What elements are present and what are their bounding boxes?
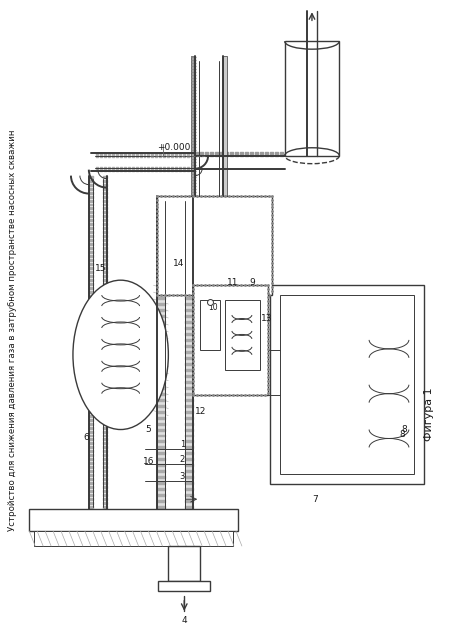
Bar <box>200 300 220 350</box>
Ellipse shape <box>73 280 168 429</box>
Text: +0.000: +0.000 <box>156 143 189 152</box>
Bar <box>222 56 226 255</box>
Text: Устройство для снижения давления газа в затрубном пространстве насосных скважин: Устройство для снижения давления газа в … <box>8 129 17 531</box>
Text: 15: 15 <box>95 264 106 273</box>
Bar <box>225 300 259 370</box>
Text: 4: 4 <box>181 616 187 625</box>
Text: 3: 3 <box>179 472 184 481</box>
Text: 14: 14 <box>172 259 184 268</box>
Bar <box>157 196 165 544</box>
Text: 16: 16 <box>143 457 154 466</box>
Bar <box>158 581 210 591</box>
Text: 7: 7 <box>312 495 318 504</box>
Text: Фигура 1: Фигура 1 <box>423 388 433 442</box>
Text: 12: 12 <box>194 407 205 416</box>
Bar <box>157 196 271 295</box>
Text: 13: 13 <box>260 314 272 323</box>
Text: 6: 6 <box>83 433 88 442</box>
Text: 9: 9 <box>249 278 254 287</box>
Text: 10: 10 <box>208 303 217 312</box>
Text: 2: 2 <box>179 455 184 464</box>
Bar <box>34 531 232 546</box>
Text: 8: 8 <box>400 425 406 434</box>
Text: 11: 11 <box>227 278 238 287</box>
Text: 1: 1 <box>179 440 184 449</box>
Bar <box>168 546 200 581</box>
Text: 5: 5 <box>145 425 151 434</box>
Bar <box>185 196 193 544</box>
Bar <box>279 295 413 474</box>
Text: 8: 8 <box>398 430 404 439</box>
Bar <box>191 56 195 255</box>
Bar <box>29 509 237 531</box>
Bar <box>284 41 339 156</box>
Bar <box>193 285 267 395</box>
Bar <box>269 285 423 484</box>
